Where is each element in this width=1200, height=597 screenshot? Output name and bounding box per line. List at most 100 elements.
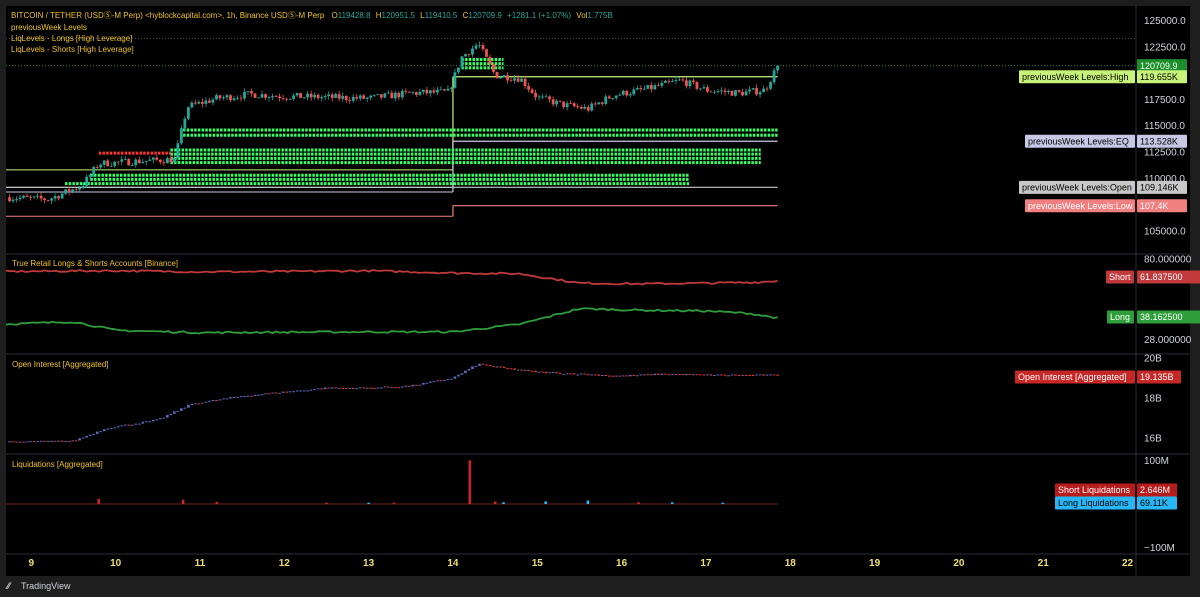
open-interest-title[interactable]: Open Interest [Aggregated] xyxy=(12,360,109,369)
oi-candle xyxy=(639,374,643,376)
candle-body xyxy=(460,56,464,68)
oi-candle xyxy=(92,433,95,435)
close-label: C xyxy=(463,11,469,20)
open-interest-pane[interactable] xyxy=(8,363,779,443)
candle-body xyxy=(390,92,394,99)
candle-body xyxy=(632,89,636,95)
candle-body xyxy=(274,96,278,97)
indicator-previous-week[interactable]: previousWeek Levels xyxy=(11,23,87,32)
long-liq-value-tag: 69.11K xyxy=(1137,496,1177,510)
oi-candle xyxy=(11,441,15,443)
oi-candle xyxy=(134,423,138,425)
candle-body xyxy=(323,96,327,98)
oi-candle xyxy=(432,381,436,383)
long-short-title[interactable]: True Retail Longs & Shorts Accounts [Bin… xyxy=(12,259,178,268)
long-liq-name-tag: Long Liquidations xyxy=(1055,496,1135,510)
candle-body xyxy=(393,92,397,99)
oi-candle xyxy=(137,423,141,425)
candle-body xyxy=(551,99,555,105)
candle-body xyxy=(495,71,499,79)
long-short-pane[interactable] xyxy=(5,269,778,335)
liquidations-title[interactable]: Liquidations [Aggregated] xyxy=(12,460,103,469)
candle-body xyxy=(663,80,667,83)
oi-candle xyxy=(106,428,110,430)
low-value: 119410.5 xyxy=(425,11,458,20)
candle-body xyxy=(144,160,148,162)
long-liq-name-tag-bg xyxy=(1055,496,1135,510)
indicator-liq-longs[interactable]: LiqLevels - Longs [High Leverage] xyxy=(11,34,132,43)
liquidations-pane[interactable] xyxy=(6,460,778,505)
candle-body xyxy=(193,102,197,104)
candle-body xyxy=(372,94,376,96)
open-value: 119428.8 xyxy=(338,11,371,20)
candle-body xyxy=(285,98,288,100)
oi-candle xyxy=(478,363,481,366)
long-accounts-line xyxy=(5,307,778,335)
candle-body xyxy=(60,193,64,199)
oi-candle xyxy=(492,366,495,368)
level-value-tag-bg xyxy=(1137,180,1187,194)
long-liquidation-bar xyxy=(586,500,590,504)
oi-candle xyxy=(671,374,674,376)
long-liquidation-bar xyxy=(502,502,505,504)
candle-body xyxy=(155,157,159,160)
candle-body xyxy=(611,97,615,99)
oi-candle xyxy=(776,374,779,376)
candle-body xyxy=(85,176,89,187)
candle-body xyxy=(257,97,260,99)
oi-candle xyxy=(362,387,366,389)
open-interest-tick-label: 20B xyxy=(1144,354,1162,365)
oi-candle xyxy=(720,374,723,376)
candle-body xyxy=(141,161,145,164)
short-accounts-line xyxy=(5,269,778,286)
candle-body xyxy=(744,91,748,96)
time-tick-label: 18 xyxy=(785,558,797,569)
oi-candle xyxy=(348,387,352,389)
short-liquidation-bar xyxy=(637,502,640,504)
time-tick-label: 14 xyxy=(447,558,459,569)
short-liquidation-bar xyxy=(325,502,328,504)
oi-candle xyxy=(604,374,608,376)
candle-body xyxy=(625,90,629,96)
candle-body xyxy=(614,95,618,98)
oi-candle xyxy=(383,386,387,388)
short-liquidation-bar xyxy=(493,501,497,504)
oi-candle xyxy=(183,407,187,409)
candle-body xyxy=(509,80,513,82)
vol-value: 1.775B xyxy=(587,11,612,20)
oi-candle xyxy=(166,415,169,418)
price-pane[interactable] xyxy=(6,41,780,217)
candle-body xyxy=(260,94,264,98)
level-name-tag: previousWeek Levels:EQ xyxy=(1025,134,1135,148)
oi-candle xyxy=(351,387,355,389)
candle-body xyxy=(488,56,492,65)
oi-candle xyxy=(429,381,432,383)
candle-body xyxy=(730,90,734,96)
time-tick-label: 22 xyxy=(1122,558,1134,569)
candle-body xyxy=(36,195,39,197)
level-name-tag-bg xyxy=(1025,134,1135,148)
indicator-liq-shorts[interactable]: LiqLevels - Shorts [High Leverage] xyxy=(11,45,134,54)
oi-candle xyxy=(341,387,345,389)
candle-body xyxy=(565,103,569,108)
long-short-tick-label: 28.000000 xyxy=(1144,335,1192,346)
candle-body xyxy=(453,72,457,88)
candle-body xyxy=(365,97,369,99)
oi-candle xyxy=(411,384,415,387)
oi-candle xyxy=(250,395,253,397)
oi-candle xyxy=(229,397,232,399)
long-liquidation-bar xyxy=(670,502,674,504)
oi-candle xyxy=(130,424,134,426)
candle-body xyxy=(674,80,678,82)
oi-candle xyxy=(313,389,316,391)
candle-body xyxy=(337,94,341,99)
oi-candle xyxy=(299,390,302,392)
candle-body xyxy=(734,90,737,96)
oi-candle xyxy=(74,440,78,442)
candle-body xyxy=(172,158,176,163)
oi-candle xyxy=(32,441,36,443)
oi-name-tag-bg xyxy=(1015,370,1135,384)
price-tick-label: 117500.0 xyxy=(1144,95,1185,106)
tradingview-logo[interactable]: ⁄⁄ TradingView xyxy=(5,581,71,591)
